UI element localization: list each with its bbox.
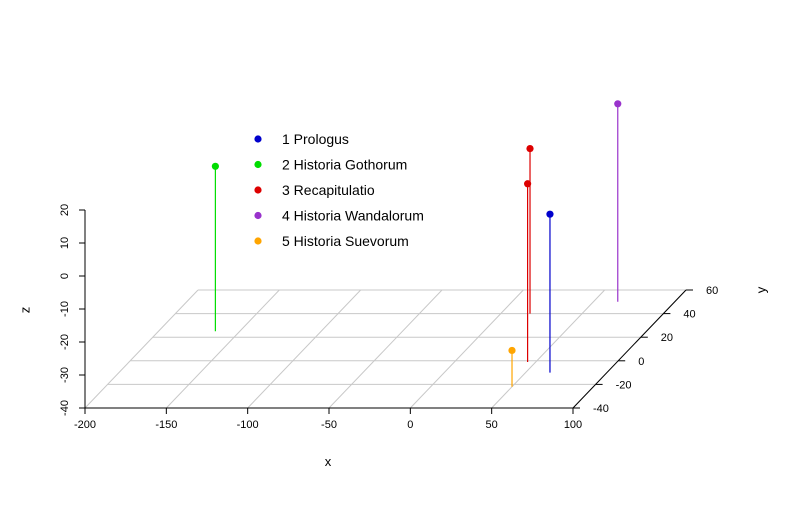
chart-grid: [84, 289, 687, 409]
x-tick-label: -50: [321, 419, 337, 431]
x-axis-title: x: [325, 454, 332, 469]
z-axis-title: z: [17, 307, 32, 314]
y-tick-label: 20: [661, 332, 673, 344]
data-point-1-1: [546, 210, 554, 218]
grid-line-x-2: [247, 289, 362, 409]
x-tick-label: 100: [564, 419, 582, 431]
data-point-3-2: [526, 145, 534, 153]
legend-marker-4: [254, 211, 262, 220]
z-tick-label: -30: [59, 367, 71, 383]
z-tick-label: -10: [59, 301, 71, 317]
data-point-2-1: [211, 162, 219, 170]
z-tick-label: 20: [59, 204, 71, 216]
legend-marker-5: [254, 237, 262, 245]
x-tick-label: -100: [237, 419, 259, 431]
chart-legend: 1 Prologus 2 Historia Gothorum 3 Recapitul…: [254, 131, 424, 249]
y-tick-label: 0: [638, 356, 644, 368]
chart-axes: -200 -150 -100 -50 0 50 100x-40-30-20-1001020z…: [17, 204, 768, 469]
legend-marker-1: [254, 135, 262, 143]
legend-label-2: 2 Historia Gothorum: [282, 157, 407, 173]
z-tick-label: -20: [59, 334, 71, 350]
chart-marks: [211, 100, 622, 387]
z-tick-label: 10: [59, 237, 71, 249]
grid-line-x-5: [491, 289, 606, 409]
legend-label-4: 4 Historia Wandalorum: [282, 208, 424, 224]
legend-label-3: 3 Recapitulatio: [282, 182, 375, 198]
grid-line-x-3: [328, 289, 443, 409]
z-tick-label: -40: [59, 400, 71, 416]
x-tick-label: -200: [74, 419, 96, 431]
data-point-5-1: [508, 346, 516, 355]
x-tick-label: 50: [486, 419, 498, 431]
z-tick-label: 0: [59, 273, 71, 279]
legend-label-1: 1 Prologus: [282, 131, 349, 147]
grid-line-x-0: [84, 289, 199, 409]
data-point-3-1: [524, 180, 532, 188]
y-tick-label: -40: [593, 403, 609, 415]
y-tick-label: -20: [616, 379, 632, 391]
y-tick-label: 40: [683, 309, 695, 321]
legend-marker-2: [254, 160, 262, 169]
y-axis-title: y: [753, 286, 768, 293]
x-tick-label: 0: [407, 419, 413, 431]
data-point-4-1: [614, 100, 622, 108]
grid-line-x-1: [165, 289, 280, 409]
y-tick-label: 60: [706, 285, 718, 297]
legend-marker-3: [254, 186, 262, 194]
grid-line-x-4: [409, 289, 524, 409]
y-axis-line: [572, 289, 687, 409]
x-tick-label: -150: [155, 419, 177, 431]
legend-label-5: 5 Historia Suevorum: [282, 233, 409, 249]
